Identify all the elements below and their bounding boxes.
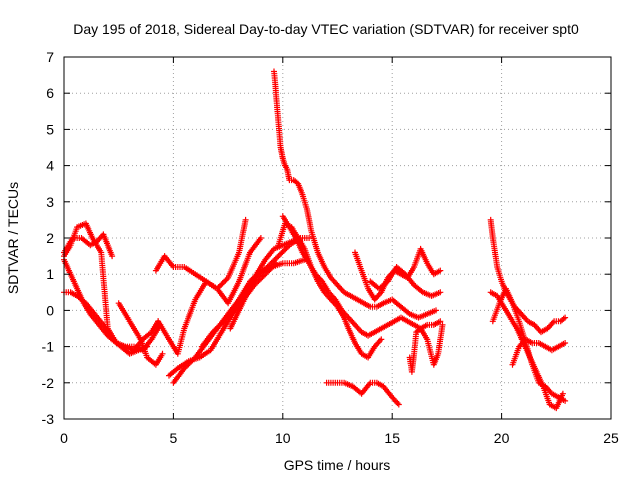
series-track-6 [152,216,249,292]
data-point-markers [155,235,264,357]
y-tick-label: 6 [46,85,54,101]
x-tick-label: 25 [603,430,619,446]
series-track-15 [323,379,402,408]
series-track-22 [509,336,569,368]
tick-labels: 0 5 10 15 20 25 -3 -2 -1 0 1 2 3 4 5 6 7 [42,49,619,446]
x-axis-label: GPS time / hours [284,457,391,473]
y-tick-label: 2 [46,230,54,246]
y-axis-label: SDTVAR / TECUs [5,182,21,294]
data-point-markers [406,321,446,375]
series-track-5 [115,300,166,368]
x-tick-label: 15 [384,430,400,446]
series-track-18 [406,321,446,375]
axis-ticks [63,56,612,420]
series-track-2 [61,231,116,260]
x-tick-label: 5 [170,430,178,446]
x-tick-label: 20 [494,430,510,446]
x-tick-label: 0 [60,430,68,446]
chart-title: Day 195 of 2018, Sidereal Day-to-day VTE… [73,21,579,37]
y-tick-label: 7 [46,49,54,65]
series-track-21 [489,285,569,404]
data-point-markers [115,300,166,368]
y-tick-label: 0 [46,302,54,318]
series-track-17 [367,264,444,299]
data-point-markers [61,231,116,260]
data-point-markers [487,216,569,336]
data-point-markers [152,216,249,292]
data-point-markers [323,379,402,408]
y-tick-label: -1 [42,339,55,355]
grid [64,57,611,419]
x-tick-label: 10 [275,430,291,446]
data-point-markers [367,264,444,299]
y-tick-label: 3 [46,194,54,210]
y-tick-label: 1 [46,266,54,282]
y-tick-label: -3 [42,411,55,427]
y-tick-label: -2 [42,375,55,391]
data-point-markers [271,68,439,321]
series-track-7 [155,235,264,357]
y-tick-label: 4 [46,158,54,174]
data-series [61,68,569,412]
series-track-19 [487,216,569,336]
y-tick-label: 5 [46,121,54,137]
series-track-12 [271,68,439,321]
data-point-markers [489,285,569,404]
data-point-markers [509,336,569,368]
